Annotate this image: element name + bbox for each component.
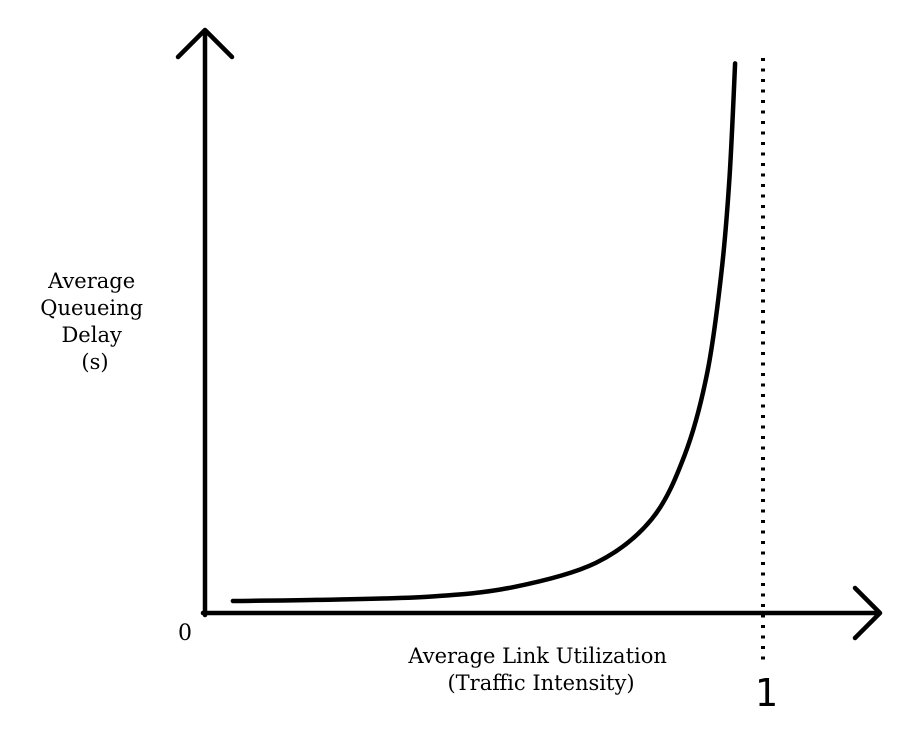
- y-axis-label-line-4: (s): [81, 350, 108, 374]
- x-origin-tick-label: 0: [178, 621, 192, 646]
- y-axis-label-line-1: Average: [47, 269, 135, 293]
- y-axis-arrowhead: [175, 27, 235, 60]
- y-axis-label: Average Queueing Delay (s): [40, 269, 150, 374]
- y-axis-label-line-3: Delay: [61, 323, 122, 347]
- x-axis-label-line-1: Average Link Utilization: [407, 644, 667, 668]
- x-axis-arrowhead: [852, 585, 883, 641]
- delay-curve: [230, 61, 738, 604]
- x-axis-label-line-2: (Traffic Intensity): [447, 671, 634, 695]
- y-axis-label-line-2: Queueing: [40, 296, 143, 320]
- x-axis-label: Average Link Utilization (Traffic Intens…: [407, 644, 673, 695]
- x-capacity-tick-label: 1: [755, 671, 778, 715]
